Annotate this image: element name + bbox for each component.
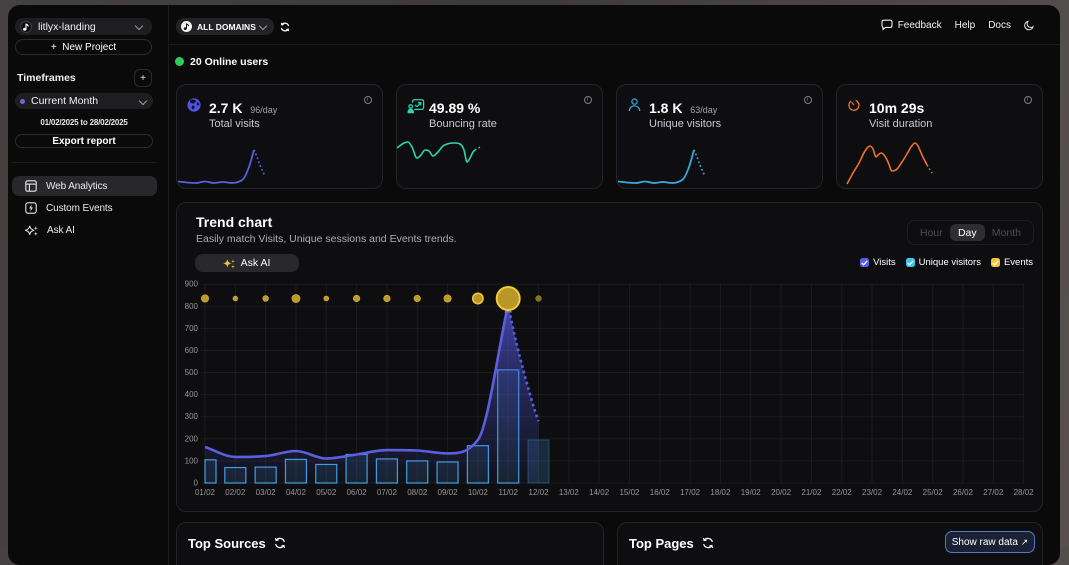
svg-text:22/02: 22/02 xyxy=(832,488,853,497)
svg-text:21/02: 21/02 xyxy=(801,488,822,497)
svg-text:27/02: 27/02 xyxy=(983,488,1004,497)
svg-text:700: 700 xyxy=(185,324,199,333)
svg-text:20/02: 20/02 xyxy=(771,488,792,497)
svg-text:18/02: 18/02 xyxy=(710,488,731,497)
svg-text:900: 900 xyxy=(185,280,199,289)
svg-text:800: 800 xyxy=(185,302,199,311)
svg-text:17/02: 17/02 xyxy=(680,488,701,497)
svg-text:12/02: 12/02 xyxy=(529,488,550,497)
svg-text:24/02: 24/02 xyxy=(892,488,913,497)
svg-text:500: 500 xyxy=(185,368,199,377)
svg-text:05/02: 05/02 xyxy=(316,488,337,497)
svg-text:09/02: 09/02 xyxy=(438,488,459,497)
svg-text:600: 600 xyxy=(185,346,199,355)
svg-text:01/02: 01/02 xyxy=(195,488,216,497)
svg-text:400: 400 xyxy=(185,390,199,399)
svg-text:0: 0 xyxy=(194,479,199,488)
svg-text:100: 100 xyxy=(185,456,199,465)
svg-text:10/02: 10/02 xyxy=(468,488,489,497)
svg-text:03/02: 03/02 xyxy=(256,488,277,497)
svg-text:19/02: 19/02 xyxy=(741,488,762,497)
svg-text:08/02: 08/02 xyxy=(407,488,428,497)
svg-text:16/02: 16/02 xyxy=(650,488,671,497)
svg-text:26/02: 26/02 xyxy=(953,488,974,497)
svg-text:300: 300 xyxy=(185,412,199,421)
svg-text:02/02: 02/02 xyxy=(225,488,246,497)
svg-text:28/02: 28/02 xyxy=(1014,488,1035,497)
svg-text:11/02: 11/02 xyxy=(498,488,518,497)
svg-text:200: 200 xyxy=(185,434,199,443)
svg-text:23/02: 23/02 xyxy=(862,488,883,497)
svg-text:15/02: 15/02 xyxy=(619,488,640,497)
svg-text:04/02: 04/02 xyxy=(286,488,307,497)
svg-text:07/02: 07/02 xyxy=(377,488,398,497)
svg-text:14/02: 14/02 xyxy=(589,488,610,497)
svg-text:25/02: 25/02 xyxy=(923,488,944,497)
svg-text:13/02: 13/02 xyxy=(559,488,580,497)
svg-text:06/02: 06/02 xyxy=(347,488,368,497)
